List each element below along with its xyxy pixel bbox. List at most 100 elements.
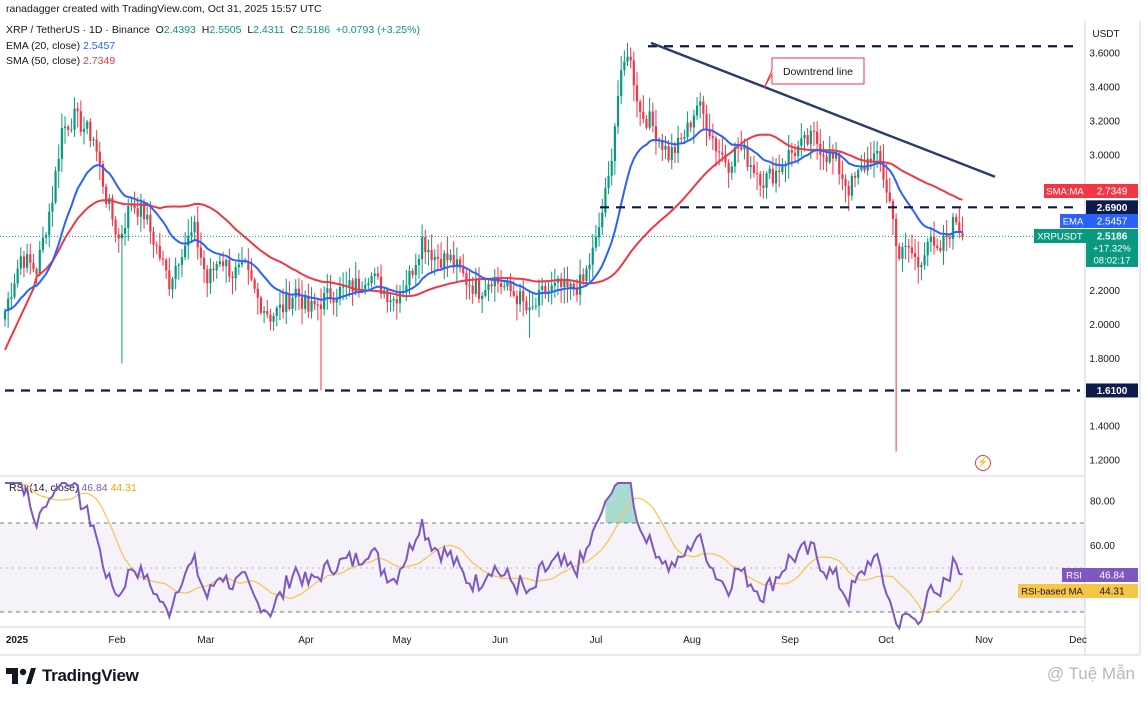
candle	[613, 123, 616, 175]
candle	[803, 131, 806, 152]
candle	[278, 292, 282, 321]
candle	[939, 239, 942, 253]
candle	[569, 279, 572, 301]
rsi-layer: 80.00 60.00 RSI 46.84 RSI-based MA 44.31	[5, 481, 1138, 631]
candle	[367, 277, 370, 290]
candle	[863, 152, 866, 174]
candle	[664, 135, 667, 160]
candle	[184, 232, 187, 261]
candle	[89, 118, 92, 148]
last-price-name-text: XRPUSDT	[1037, 232, 1083, 243]
candle	[307, 283, 310, 318]
candle	[544, 281, 547, 299]
y-tick-label: 3.4000	[1089, 82, 1120, 93]
x-tick-label: May	[393, 635, 412, 646]
candle	[913, 239, 917, 271]
candle	[458, 256, 462, 273]
candle	[553, 268, 556, 298]
x-tick-label: Jun	[492, 635, 508, 646]
y-tick-label: 3.6000	[1089, 49, 1120, 60]
candle	[926, 238, 929, 266]
rsi-ma-value-text: 44.31	[1099, 587, 1124, 598]
candle	[604, 177, 607, 218]
candle	[228, 248, 231, 283]
candle	[111, 194, 114, 227]
x-tick-label: Apr	[298, 635, 314, 646]
x-tick-label: Nov	[975, 635, 993, 646]
candle	[427, 239, 430, 266]
alert-bolt-icon[interactable]: ⚡	[975, 455, 991, 471]
candle	[882, 144, 885, 188]
y-tick-label: 3.0000	[1089, 150, 1120, 161]
rsi-name-tag	[1062, 568, 1086, 582]
rsi-overbought-fill	[605, 482, 647, 523]
candle	[199, 232, 203, 266]
candle	[487, 279, 490, 302]
x-tick-label: Feb	[108, 635, 126, 646]
indicator-name-text: SMA:MA	[1046, 187, 1084, 198]
candle	[16, 259, 19, 288]
candle	[942, 224, 945, 265]
candle	[127, 198, 130, 241]
candle	[443, 250, 446, 280]
candle	[929, 226, 932, 253]
indicator-value-tag	[1086, 214, 1138, 228]
candle	[746, 141, 749, 171]
candle	[885, 163, 888, 204]
candle	[202, 250, 206, 284]
candle	[373, 267, 376, 286]
candle	[493, 269, 496, 302]
change-value: +0.0793 (+3.25%)	[335, 24, 420, 36]
candle	[411, 268, 414, 279]
candle	[133, 191, 136, 214]
rsi-value-tag	[1086, 568, 1138, 582]
level-badge	[1086, 200, 1138, 215]
candle	[755, 161, 759, 190]
candle	[10, 282, 13, 310]
candle	[215, 261, 218, 279]
candle	[528, 291, 531, 338]
candle	[98, 141, 101, 181]
candle	[594, 224, 598, 252]
candle	[190, 216, 193, 242]
candle	[161, 250, 165, 266]
bar-countdown: 08:02:17	[1094, 256, 1131, 267]
candle	[465, 269, 468, 300]
last-price-badge	[1086, 229, 1138, 267]
candle	[490, 280, 493, 293]
candle	[398, 285, 402, 313]
publisher-line: ranadagger created with TradingView.com,…	[6, 3, 322, 15]
candle	[44, 231, 48, 245]
footer-brand: TradingView	[6, 666, 139, 686]
level-badge-text: 2.6900	[1097, 203, 1128, 214]
candle	[449, 249, 452, 263]
candle	[477, 267, 481, 304]
candle	[857, 168, 860, 185]
candle	[285, 278, 288, 324]
candle	[146, 206, 149, 225]
candle	[123, 212, 127, 246]
candle	[853, 171, 857, 188]
candle	[386, 286, 389, 313]
candle	[563, 267, 566, 304]
indicator-name-tag	[1044, 184, 1086, 198]
candle	[658, 136, 661, 149]
candle	[38, 241, 41, 277]
candle	[63, 116, 67, 144]
candle	[951, 212, 955, 250]
candle	[844, 174, 847, 203]
candle	[762, 171, 765, 199]
candle	[120, 224, 124, 364]
candle	[920, 261, 923, 281]
rsi-y-tick-label: 60.00	[1090, 541, 1115, 552]
candle	[313, 293, 316, 310]
candle	[481, 292, 484, 314]
candle	[752, 155, 756, 178]
candle	[711, 123, 714, 151]
candle	[550, 271, 553, 305]
candle	[168, 257, 171, 296]
candle	[923, 242, 926, 270]
x-tick-label: Oct	[878, 635, 894, 646]
tradingview-logo-icon	[6, 668, 36, 684]
